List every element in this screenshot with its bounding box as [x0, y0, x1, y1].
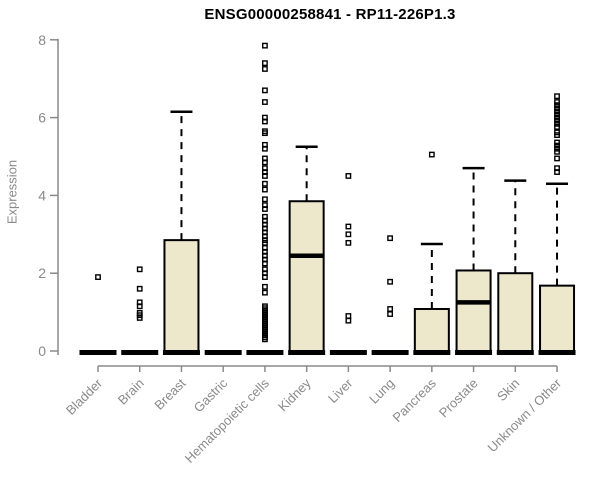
outlier-lung-2 — [387, 306, 394, 312]
outlier-liver-4 — [345, 313, 352, 319]
outlier-unknown-other-2 — [554, 102, 560, 109]
outlier-hematopoietic-cells-3 — [262, 87, 268, 94]
outlier-hematopoietic-cells-0 — [262, 42, 268, 49]
x-tick-label-gastric: Gastric — [191, 375, 231, 415]
outlier-unknown-other-4 — [554, 108, 560, 115]
outlier-hematopoietic-cells-36 — [262, 274, 268, 280]
outlier-hematopoietic-cells-2 — [262, 66, 268, 72]
zero-bar-lung — [371, 350, 409, 355]
outlier-brain-1 — [136, 285, 143, 292]
zero-bar-unknown-other — [538, 350, 576, 355]
zero-bar-prostate — [455, 350, 493, 355]
y-tick-label-0: 0 — [38, 343, 46, 359]
outlier-unknown-other-8 — [554, 120, 560, 127]
outlier-hematopoietic-cells-16 — [262, 180, 268, 187]
y-tick-label-4: 4 — [38, 187, 46, 203]
outlier-lung-1 — [387, 278, 394, 285]
outlier-unknown-other-6 — [554, 114, 560, 121]
box-unknown-other — [539, 284, 576, 353]
y-tick-label-2: 2 — [38, 265, 46, 281]
x-tick-label-lung: Lung — [366, 376, 397, 407]
outlier-hematopoietic-cells-4 — [262, 99, 268, 105]
outlier-brain-0 — [136, 266, 143, 273]
outlier-brain-6 — [136, 315, 143, 321]
outlier-unknown-other-14 — [554, 145, 560, 152]
outlier-liver-2 — [345, 231, 352, 238]
x-tick-label-skin: Skin — [494, 376, 522, 404]
x-tick-label-breast: Breast — [151, 375, 188, 412]
outlier-unknown-other-18 — [554, 169, 560, 175]
zero-bar-brain — [121, 350, 159, 355]
outlier-unknown-other-13 — [554, 142, 560, 149]
zero-bar-gastric — [204, 350, 242, 355]
outlier-unknown-other-16 — [554, 155, 560, 162]
outlier-hematopoietic-cells-15 — [262, 173, 268, 179]
outlier-hematopoietic-cells-10 — [262, 145, 268, 152]
outlier-hematopoietic-cells-17 — [262, 186, 268, 193]
x-tick-label-unknown-other: Unknown / Other — [485, 375, 565, 455]
outlier-liver-1 — [345, 223, 352, 230]
x-tick-label-kidney: Kidney — [275, 375, 314, 414]
zero-bar-skin — [496, 350, 534, 355]
zero-bar-pancreas — [413, 350, 451, 355]
zero-bar-breast — [162, 350, 200, 355]
zero-bar-bladder — [79, 350, 117, 355]
outlier-hematopoietic-cells-12 — [262, 159, 268, 166]
zero-bar-liver — [329, 350, 367, 355]
outlier-unknown-other-7 — [554, 117, 560, 124]
outlier-lung-0 — [387, 235, 394, 242]
chart-title: ENSG00000258841 - RP11-226P1.3 — [204, 6, 456, 23]
outlier-unknown-other-1 — [554, 99, 560, 105]
x-tick-label-brain: Brain — [115, 376, 147, 408]
y-tick-label-6: 6 — [38, 110, 46, 126]
box-prostate — [455, 269, 492, 352]
outlier-liver-3 — [345, 239, 352, 246]
outlier-unknown-other-15 — [554, 148, 560, 155]
outlier-hematopoietic-cells-8 — [262, 130, 268, 137]
outlier-bladder-0 — [95, 274, 101, 280]
outlier-pancreas-0 — [428, 151, 435, 158]
outlier-hematopoietic-cells-38 — [262, 289, 268, 296]
box-breast — [163, 239, 200, 352]
outlier-hematopoietic-cells-6 — [262, 118, 268, 125]
outlier-unknown-other-9 — [554, 124, 560, 130]
outlier-liver-5 — [345, 317, 352, 324]
outlier-unknown-other-11 — [554, 132, 560, 139]
box-skin — [497, 272, 534, 353]
box-kidney — [288, 200, 325, 352]
outlier-hematopoietic-cells-56 — [262, 336, 268, 343]
outlier-liver-0 — [345, 173, 352, 179]
outlier-unknown-other-3 — [554, 105, 560, 112]
box-pancreas — [413, 307, 450, 353]
zero-bar-hematopoietic-cells — [246, 350, 284, 355]
outlier-brain-3 — [136, 303, 143, 310]
x-tick-label-bladder: Bladder — [63, 375, 106, 418]
outlier-unknown-other-5 — [554, 111, 560, 118]
outlier-hematopoietic-cells-33 — [262, 260, 268, 267]
x-tick-label-pancreas: Pancreas — [390, 375, 440, 425]
outlier-hematopoietic-cells-1 — [262, 60, 268, 67]
x-tick-label-prostate: Prostate — [436, 376, 481, 421]
zero-bar-kidney — [288, 350, 326, 355]
y-tick-label-8: 8 — [38, 32, 46, 48]
outlier-hematopoietic-cells-20 — [262, 206, 268, 212]
outlier-hematopoietic-cells-37 — [262, 283, 268, 290]
x-tick-label-liver: Liver — [325, 375, 356, 406]
outlier-lung-3 — [387, 311, 394, 317]
outlier-hematopoietic-cells-18 — [262, 196, 268, 203]
outlier-unknown-other-12 — [554, 139, 560, 146]
outlier-unknown-other-0 — [554, 93, 560, 100]
